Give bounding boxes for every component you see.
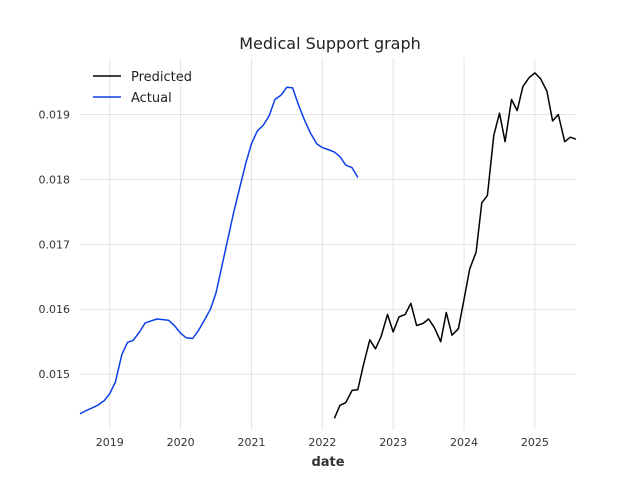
y-tick-label: 0.019: [39, 108, 71, 121]
x-tick-label: 2023: [379, 436, 407, 449]
x-tick-label: 2019: [96, 436, 124, 449]
x-tick-label: 2024: [450, 436, 478, 449]
y-tick-label: 0.017: [39, 238, 71, 251]
legend-label-actual: Actual: [131, 91, 172, 106]
series-line-predicted: [333, 72, 577, 419]
x-axis-ticks: 2019 2020 2021 2022 2023 2024 2025: [96, 436, 549, 449]
y-tick-label: 0.015: [39, 368, 71, 381]
series-lines: [79, 72, 577, 419]
y-tick-label: 0.016: [39, 303, 71, 316]
x-axis-label: date: [311, 455, 344, 470]
y-tick-label: 0.018: [39, 173, 71, 186]
legend: Predicted Actual: [93, 70, 192, 106]
x-tick-label: 2022: [308, 436, 336, 449]
x-tick-label: 2021: [237, 436, 265, 449]
x-tick-label: 2025: [521, 436, 549, 449]
series-line-actual: [79, 86, 359, 415]
legend-label-predicted: Predicted: [131, 70, 192, 85]
y-axis-ticks: 0.015 0.016 0.017 0.018 0.019: [39, 108, 71, 381]
chart-title: Medical Support graph: [239, 34, 421, 53]
x-tick-label: 2020: [167, 436, 195, 449]
grid-lines: [80, 58, 576, 430]
